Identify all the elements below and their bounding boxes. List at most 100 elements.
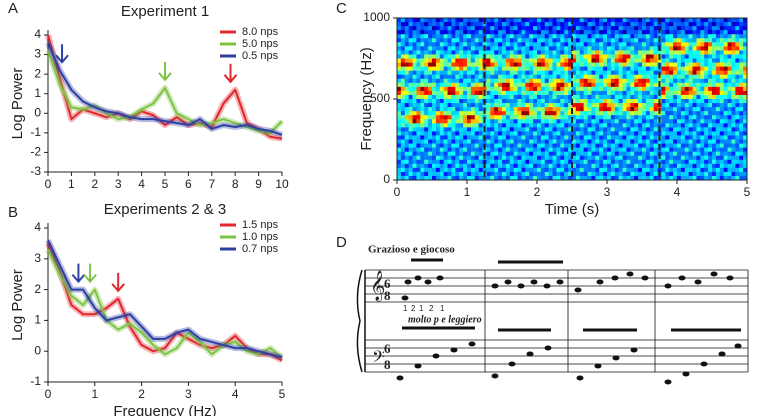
spectrogram-cell — [416, 111, 421, 116]
spectrogram-cell — [400, 22, 406, 27]
spectrogram-cell — [416, 147, 421, 153]
spectrogram-cell — [474, 94, 480, 100]
spectrogram-cell — [529, 42, 534, 47]
spectrogram-cell — [490, 155, 495, 161]
legend-label: 0.5 nps — [242, 50, 279, 62]
spectrogram-cell — [568, 135, 573, 140]
spectrogram-cell — [517, 86, 522, 92]
spectrogram-cell — [537, 135, 542, 140]
spectrogram-cell — [537, 163, 542, 169]
spectrogram-cell — [677, 58, 682, 64]
spectrogram-cell — [486, 99, 491, 104]
spectrogram-cell — [603, 94, 608, 100]
spectrogram-cell — [432, 58, 437, 64]
spectrogram-cell — [618, 66, 624, 72]
spectrogram-cell — [568, 163, 573, 169]
spectrogram-cell — [579, 139, 585, 145]
spectrogram-cell — [537, 119, 542, 124]
spectrogram-cell — [529, 58, 534, 64]
spectrogram-cell — [447, 147, 452, 153]
spectrogram-cell — [688, 111, 694, 116]
spectrogram-cell — [719, 50, 725, 55]
spectrogram-cell — [478, 46, 484, 51]
spectrogram-cell — [451, 123, 456, 128]
spectrogram-cell — [478, 167, 484, 173]
spectrogram-cell — [494, 151, 499, 157]
spectrogram-cell — [688, 62, 694, 68]
spectrogram-cell — [560, 103, 565, 108]
spectrogram-cell — [420, 54, 425, 59]
spectrogram-cell — [544, 94, 550, 100]
spectrogram-cell — [420, 131, 425, 136]
spectrogram-cell — [719, 107, 725, 112]
spectrogram-cell — [692, 34, 697, 39]
spectrogram-cell — [723, 171, 729, 177]
spectrogram-cell — [408, 70, 414, 76]
spectrogram-cell — [416, 127, 421, 132]
spectrogram-cell — [544, 86, 550, 92]
spectrogram-cell — [700, 62, 705, 68]
spectrogram-cell — [673, 42, 678, 47]
spectrogram-cell — [727, 50, 732, 55]
spectrogram-cell — [622, 159, 627, 165]
spectrogram-cell — [568, 22, 573, 27]
spectrogram-cell — [568, 66, 573, 72]
spectrogram-cell — [404, 131, 410, 136]
spectrogram-cell — [416, 58, 421, 64]
spectrogram-cell — [455, 171, 460, 177]
spectrogram-cell — [626, 90, 631, 96]
spectrogram-cell — [622, 119, 627, 124]
spectrogram-cell — [723, 167, 729, 173]
spectrogram-cell — [533, 151, 538, 157]
spectrogram-cell — [397, 135, 402, 140]
spectrogram-cell — [420, 50, 425, 55]
spectrogram-cell — [700, 155, 705, 161]
spectrogram-cell — [715, 34, 721, 39]
spectrogram-cell — [486, 86, 491, 92]
spectrogram-cell — [552, 66, 557, 72]
spectrogram-cell — [521, 70, 526, 76]
spectrogram-cell — [420, 22, 425, 27]
spectrogram-cell — [661, 99, 666, 104]
spectrogram-cell — [661, 86, 666, 92]
spectrogram-cell — [397, 155, 402, 161]
spectrogram-cell — [645, 103, 651, 108]
spectrogram-cell — [502, 38, 507, 43]
spectrogram-cell — [447, 34, 452, 39]
spectrogram-cell — [420, 78, 425, 84]
spectrogram-cell — [568, 34, 573, 39]
spectrogram-cell — [642, 78, 647, 84]
spectrogram-cell — [572, 139, 577, 145]
spectrogram-cell — [727, 34, 732, 39]
spectrogram-cell — [642, 90, 647, 96]
spectrogram-cell — [583, 115, 589, 120]
spectrogram-cell — [521, 38, 526, 43]
spectrogram-cell — [556, 163, 561, 169]
spectrogram-cell — [490, 18, 495, 23]
spectrogram-cell — [540, 38, 546, 43]
spectrogram-cell — [424, 123, 429, 128]
spectrogram-cell — [502, 34, 507, 39]
fingering: 1 — [440, 304, 445, 313]
spectrogram-cell — [502, 115, 507, 120]
spectrogram-cell — [610, 143, 616, 149]
spectrogram-cell — [715, 86, 721, 92]
spectrogram-cell — [490, 42, 495, 47]
spectrogram-cell — [614, 58, 620, 64]
spectrogram-cell — [704, 62, 709, 68]
spectrogram-cell — [665, 50, 670, 55]
spectrogram-cell — [494, 171, 499, 177]
spectrogram-cell — [677, 30, 682, 35]
spectrogram-cell — [649, 103, 655, 108]
spectrogram-cell — [467, 58, 472, 64]
spectrogram-cell — [435, 34, 441, 39]
spectrogram-cell — [723, 34, 729, 39]
spectrogram-cell — [723, 78, 729, 84]
spectrogram-cell — [649, 171, 655, 177]
spectrogram-cell — [739, 90, 744, 96]
spectrogram-cell — [587, 171, 592, 177]
spectrogram-cell — [704, 94, 709, 100]
spectrogram-cell — [397, 82, 402, 88]
spectrogram-cell — [397, 147, 402, 153]
spectrogram-cell — [416, 155, 421, 161]
